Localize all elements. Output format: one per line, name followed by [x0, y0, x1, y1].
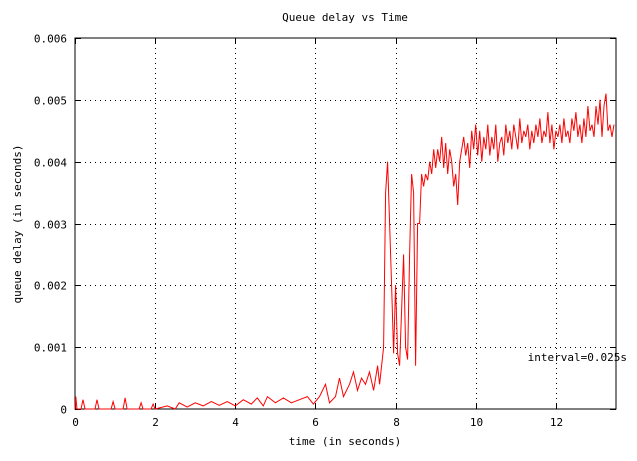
x-tick-label: 4: [232, 416, 239, 429]
y-tick-label: 0: [60, 404, 67, 417]
y-axis-label: queue delay (in seconds): [11, 145, 24, 304]
chart-title: Queue delay vs Time: [282, 11, 408, 24]
x-tick-label: 0: [72, 416, 79, 429]
tick-labels: 0 2 4 6 8 10 12 0 0.001 0.002 0.003 0.004 0.005 0.006: [34, 33, 563, 430]
x-tick-label: 10: [470, 416, 483, 429]
y-tick-label: 0.004: [34, 157, 67, 170]
grid-lines: [75, 38, 616, 409]
y-tick-label: 0.001: [34, 342, 67, 355]
x-tick-label: 6: [312, 416, 319, 429]
x-axis-label: time (in seconds): [289, 435, 402, 448]
plot-frame: [74, 37, 617, 410]
series-layer: [74, 93, 615, 410]
x-tick-label: 2: [152, 416, 159, 429]
y-tick-label: 0.003: [34, 219, 67, 232]
interval-annotation: interval=0.025s: [528, 351, 627, 364]
y-tick-label: 0.006: [34, 33, 67, 46]
x-tick-label: 12: [550, 416, 563, 429]
queue-delay-series-line: [74, 93, 615, 410]
y-tick-label: 0.002: [34, 280, 67, 293]
y-tick-label: 0.005: [34, 95, 67, 108]
x-tick-label: 8: [393, 416, 400, 429]
